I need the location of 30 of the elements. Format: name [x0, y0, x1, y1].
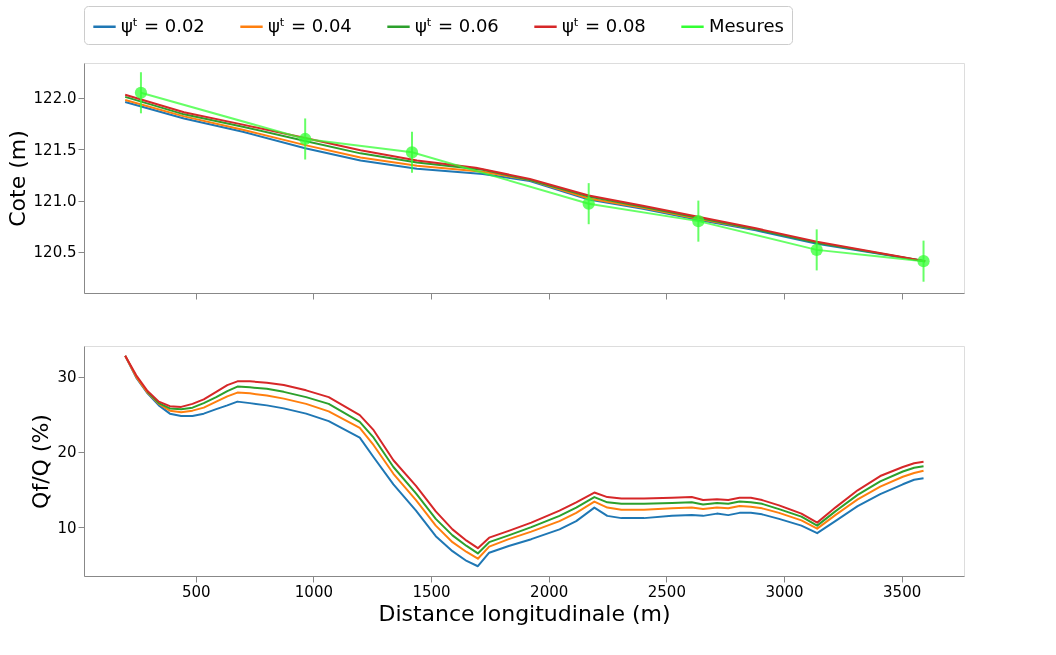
point — [810, 243, 823, 256]
point — [405, 146, 419, 159]
x-tick-label: 2500 — [647, 582, 686, 601]
x-axis-title: Distance longitudinale (m) — [378, 600, 671, 626]
point — [299, 132, 312, 146]
x-tick-label: 2000 — [530, 582, 569, 601]
y-axis-title: Qf/Q (%) — [28, 414, 54, 509]
x-tick-label: 1500 — [412, 582, 451, 601]
y-tick-label: 10 — [57, 518, 77, 537]
y-axis-title: Cote (m) — [4, 130, 30, 227]
legend-label: Mesures — [709, 14, 784, 36]
x-tick-label: 500 — [181, 582, 211, 601]
legend-label: ψᵗ = 0.06 — [415, 14, 499, 36]
y-tick-label: 20 — [57, 443, 77, 462]
x-tick-label: 1000 — [294, 582, 334, 601]
y-tick-label: 120.5 — [33, 243, 77, 262]
legend-label: ψᵗ = 0.02 — [121, 14, 205, 36]
point — [917, 255, 930, 268]
y-tick-label: 30 — [57, 368, 77, 387]
x-tick-label: 3000 — [765, 582, 804, 601]
point — [134, 86, 148, 99]
point — [692, 215, 705, 228]
point — [582, 197, 595, 210]
x-tick-label: 3500 — [883, 582, 922, 601]
legend-label: ψᵗ = 0.04 — [268, 14, 352, 36]
y-tick-label: 121.5 — [33, 140, 77, 159]
line-series — [146, 385, 925, 555]
y-tick-label: 121.0 — [33, 192, 77, 211]
legend-label: ψᵗ = 0.08 — [562, 14, 646, 36]
y-tick-label: 122.0 — [33, 89, 77, 108]
